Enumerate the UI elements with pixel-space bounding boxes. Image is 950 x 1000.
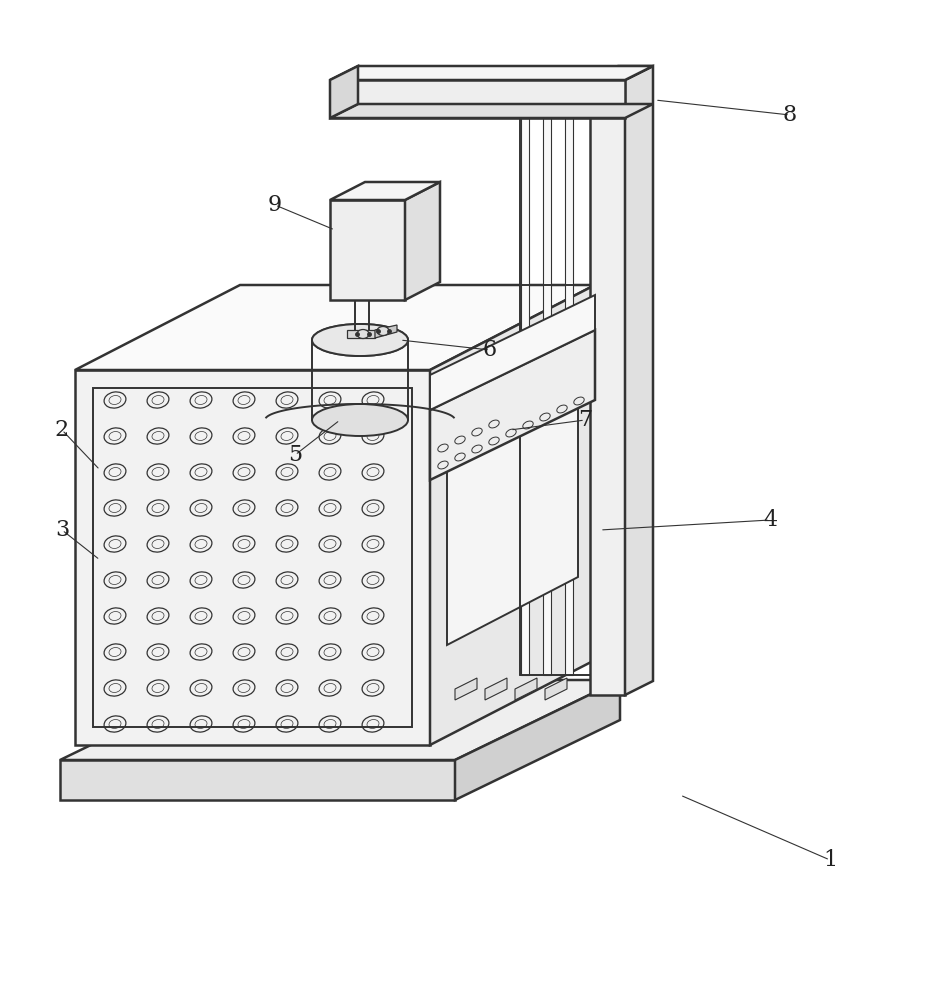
- Polygon shape: [590, 80, 625, 695]
- Polygon shape: [430, 330, 595, 480]
- Polygon shape: [347, 330, 375, 338]
- Polygon shape: [430, 295, 595, 410]
- Text: 9: 9: [268, 194, 282, 216]
- Polygon shape: [375, 325, 397, 338]
- Polygon shape: [430, 285, 595, 745]
- Polygon shape: [330, 80, 625, 118]
- Polygon shape: [590, 66, 653, 80]
- Polygon shape: [330, 104, 653, 118]
- Polygon shape: [405, 182, 440, 300]
- Polygon shape: [455, 678, 477, 700]
- Polygon shape: [330, 182, 440, 200]
- Polygon shape: [545, 678, 567, 700]
- Polygon shape: [565, 118, 573, 675]
- Ellipse shape: [312, 404, 408, 436]
- Text: 6: 6: [483, 339, 497, 361]
- Polygon shape: [447, 395, 578, 645]
- Polygon shape: [515, 678, 537, 700]
- Ellipse shape: [312, 324, 408, 356]
- Polygon shape: [485, 678, 507, 700]
- Text: 1: 1: [823, 849, 837, 871]
- Text: 3: 3: [55, 519, 69, 541]
- Ellipse shape: [357, 330, 369, 338]
- Text: 7: 7: [578, 409, 592, 431]
- Polygon shape: [330, 66, 358, 118]
- Text: 4: 4: [763, 509, 777, 531]
- Text: 2: 2: [55, 419, 69, 441]
- Polygon shape: [330, 200, 405, 300]
- Ellipse shape: [377, 326, 389, 336]
- Polygon shape: [60, 760, 455, 800]
- Polygon shape: [543, 118, 551, 675]
- Polygon shape: [75, 285, 595, 370]
- Polygon shape: [455, 680, 620, 800]
- Polygon shape: [75, 370, 430, 745]
- Polygon shape: [521, 118, 529, 675]
- Ellipse shape: [312, 324, 408, 356]
- Polygon shape: [330, 66, 653, 80]
- Polygon shape: [625, 66, 653, 695]
- Text: 5: 5: [288, 444, 302, 466]
- Polygon shape: [60, 680, 620, 760]
- Text: 8: 8: [783, 104, 797, 126]
